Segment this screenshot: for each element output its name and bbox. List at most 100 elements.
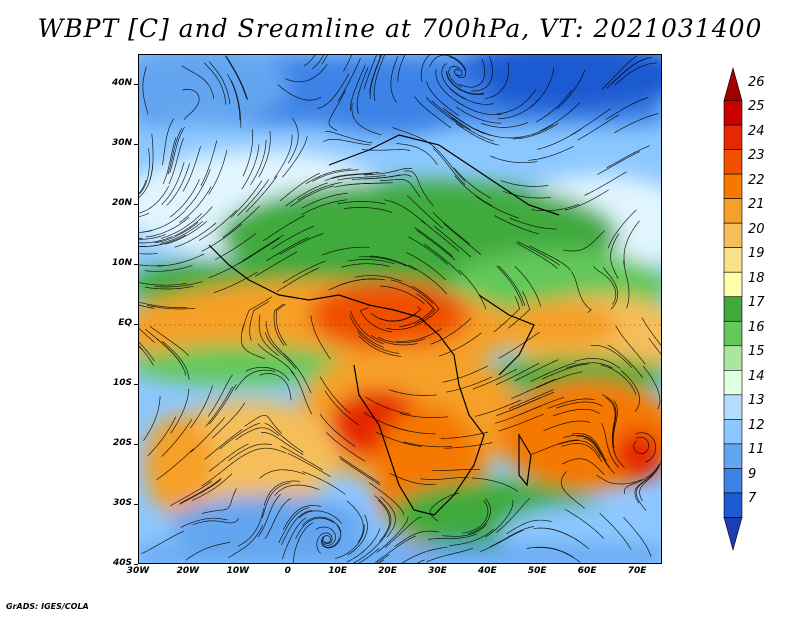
streamline [139,234,186,247]
lat-tick-label: 20S [112,438,132,448]
streamline [191,473,233,501]
streamline [208,443,249,472]
streamline [238,238,280,265]
streamline [139,163,154,198]
streamline [350,64,366,111]
streamline [182,89,200,120]
streamline [507,291,531,329]
streamline [295,517,334,540]
streamline [426,548,473,563]
streamline [439,332,482,357]
streamline [555,401,603,409]
streamline [391,279,433,304]
streamline [511,378,556,400]
streamline [610,233,620,279]
colorbar-label: 9 [748,466,757,482]
streamline [334,524,365,559]
streamline [310,315,331,360]
streamline [584,171,627,196]
streamline [139,236,173,244]
streamline [331,171,380,179]
streamline [312,169,359,182]
streamline [139,185,170,214]
streamline [401,546,448,563]
streamline [139,148,150,195]
streamline [560,471,585,509]
streamline [605,96,649,120]
streamline [358,335,402,357]
streamline [528,145,575,161]
streamline [142,66,149,115]
streamline [321,55,328,65]
streamline [242,296,273,332]
streamline [201,223,242,252]
streamline [453,167,492,199]
streamline [456,106,502,124]
streamline [288,117,299,164]
streamline [648,337,661,355]
streamline [346,500,364,543]
streamline [139,230,153,233]
colorbar-label: 25 [748,99,765,115]
streamline [280,445,323,471]
streamline [298,510,342,524]
map-title: WBPT [C] and Sreamline at 700hPa, VT: 20… [37,14,763,43]
streamline [200,140,218,187]
streamline [597,151,640,175]
streamline [290,185,334,207]
streamline [261,432,304,456]
streamline [144,285,194,290]
streamline [157,253,205,267]
colorbar-label: 26 [748,74,765,90]
streamline [161,118,175,166]
streamline [420,476,469,480]
streamline [352,535,386,563]
streamline [261,482,291,519]
streamline [624,463,660,494]
streamline [380,496,396,538]
streamline [601,422,620,468]
streamline [241,144,260,190]
streamline [442,523,488,537]
streamline [503,190,551,199]
streamline [377,336,426,344]
streamline [451,117,494,142]
streamline [170,388,190,434]
streamline [315,526,336,546]
streamline [496,88,537,115]
streamline [213,271,258,294]
streamline [167,128,183,175]
streamline [181,65,214,100]
streamline [471,477,518,492]
streamline [278,507,310,543]
streamline [161,418,193,457]
streamline [228,524,263,558]
streamline [337,201,386,205]
streamline [484,62,510,99]
streamline [258,314,280,356]
streamline [462,500,489,534]
lat-tick-label: 40N [111,78,132,88]
streamline [495,405,541,424]
streamline [565,509,604,539]
streamline [425,96,464,128]
streamline [446,71,484,96]
colorbar-swatch [723,222,743,248]
streamline [577,114,619,141]
streamline [449,87,494,105]
streamline [635,432,657,463]
streamline [282,517,307,560]
streamline [364,167,413,176]
streamline [563,434,603,456]
streamline [496,397,542,417]
streamline [319,376,351,414]
streamline [570,108,611,136]
map-canvas [139,55,661,563]
streamline [371,334,418,346]
streamline [514,266,542,307]
colorbar-swatch [723,419,743,445]
streamline [509,217,557,230]
streamline [328,90,346,132]
streamline [416,230,456,261]
streamline [324,173,373,181]
